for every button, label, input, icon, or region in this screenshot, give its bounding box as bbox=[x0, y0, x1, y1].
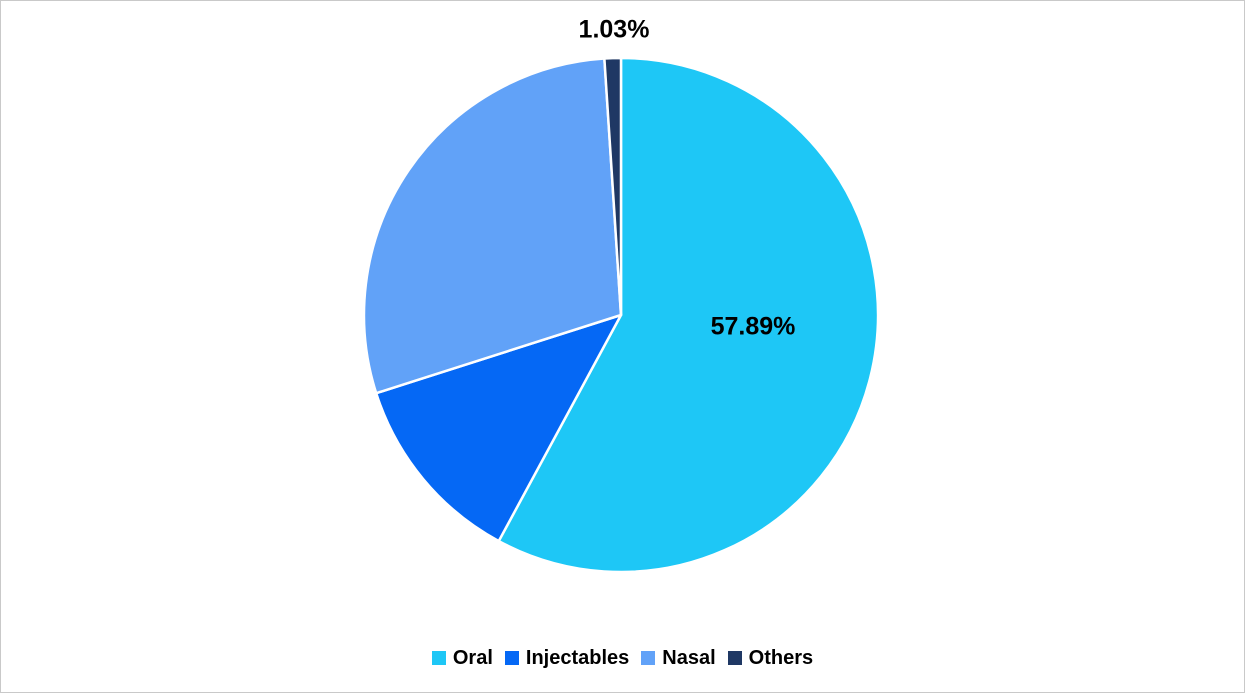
pie-slice-nasal bbox=[362, 57, 623, 395]
legend-swatch-injectables bbox=[504, 651, 519, 665]
legend-label: Injectables bbox=[525, 647, 630, 669]
pie-slice-oral bbox=[497, 56, 880, 574]
legend-swatch-oral bbox=[431, 651, 446, 665]
legend-swatch-nasal bbox=[641, 651, 656, 665]
legend-item-others: Others bbox=[727, 647, 814, 669]
legend-item-oral: Oral bbox=[431, 647, 493, 669]
pie-slice-others bbox=[603, 56, 623, 317]
data-label-oral: 57.89% bbox=[710, 312, 796, 341]
legend: Oral Injectables Nasal Others bbox=[1, 644, 1244, 672]
legend-item-nasal: Nasal bbox=[641, 647, 716, 669]
legend-label: Nasal bbox=[662, 647, 716, 669]
legend-swatch-others bbox=[727, 651, 742, 665]
pie-slice-injectables bbox=[374, 313, 623, 543]
legend-label: Others bbox=[748, 647, 814, 669]
legend-label: Oral bbox=[452, 647, 493, 669]
legend-item-injectables: Injectables bbox=[504, 647, 630, 669]
data-label-others: 1.03% bbox=[578, 15, 650, 44]
